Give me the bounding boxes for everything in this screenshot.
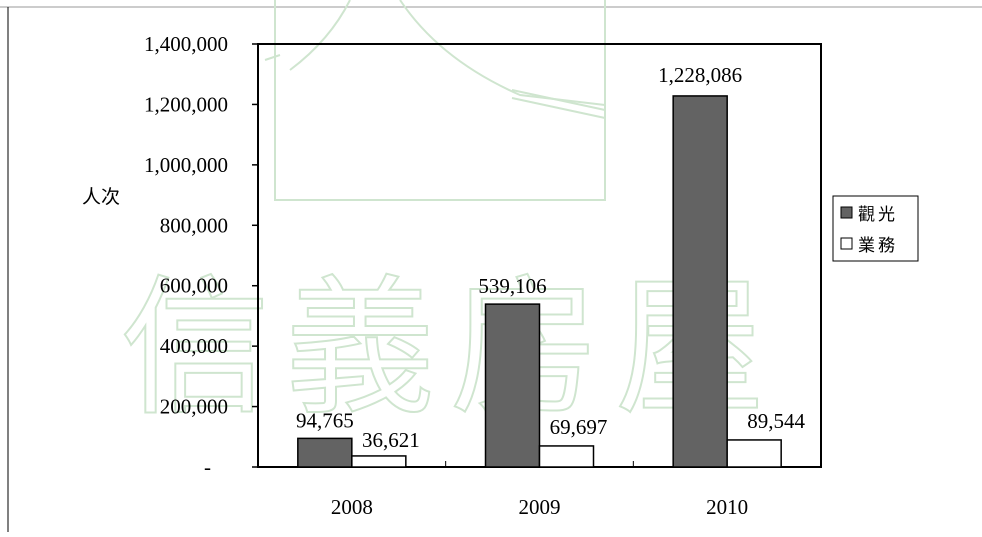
- bars-group: [297, 95, 782, 468]
- x-axis: 2008 2009 2010: [331, 461, 748, 519]
- watermark-logo: [264, 0, 606, 201]
- x-tick-label: 2008: [331, 495, 373, 519]
- data-label: 69,697: [550, 415, 608, 439]
- bar-tourism-2009: [484, 303, 541, 468]
- legend-swatch-tourism: [840, 206, 853, 219]
- legend-label-business: 業務: [858, 236, 898, 255]
- y-tick-label: 600,000: [160, 274, 228, 298]
- bar-business-2009: [538, 445, 595, 468]
- legend: 觀光 業務: [832, 195, 919, 262]
- y-tick-label: 200,000: [160, 395, 228, 419]
- y-tick-label: 1,200,000: [144, 92, 228, 116]
- data-label: 539,106: [478, 274, 546, 298]
- y-tick-label: -: [204, 455, 211, 479]
- y-tick-label: 1,000,000: [144, 153, 228, 177]
- data-labels-group: 94,765 539,106 1,228,086 36,621 69,697 89,544: [296, 63, 806, 452]
- bar-business-2008: [351, 455, 407, 468]
- y-axis: - 200,000 400,000 600,000 800,000 1,000,000 1,…: [144, 32, 258, 479]
- x-tick-label: 2009: [519, 495, 561, 519]
- legend-label-tourism: 觀光: [858, 205, 898, 224]
- bar-tourism-2010: [672, 95, 728, 468]
- data-label: 89,544: [747, 409, 805, 433]
- y-tick-label: 400,000: [160, 334, 228, 358]
- watermark-text: 信義房屋: [120, 267, 780, 433]
- bar-tourism-2008: [297, 437, 353, 468]
- y-tick-label: 1,400,000: [144, 32, 228, 56]
- data-label: 36,621: [362, 428, 420, 452]
- bar-business-2010: [726, 439, 782, 468]
- x-tick-label: 2010: [706, 495, 748, 519]
- legend-swatch-business: [840, 237, 853, 250]
- y-tick-label: 800,000: [160, 213, 228, 237]
- data-label: 1,228,086: [658, 63, 742, 87]
- data-label: 94,765: [296, 408, 354, 432]
- y-axis-label: 人次: [82, 186, 120, 208]
